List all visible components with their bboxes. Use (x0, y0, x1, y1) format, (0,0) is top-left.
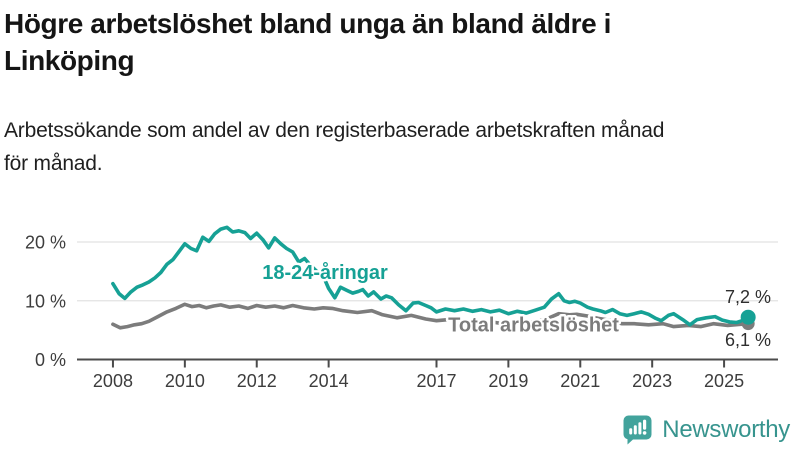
series-line-youth (111, 225, 751, 327)
bar-chart-speech-bubble-icon (623, 415, 652, 445)
x-tick-label: 2017 (416, 371, 456, 391)
x-tick-label: 2012 (237, 371, 277, 391)
x-tick-label: 2021 (560, 371, 600, 391)
subtitle-line-2: för månad. (4, 152, 103, 175)
subtitle-line-1: Arbetssökande som andel av den registerb… (4, 119, 665, 142)
newsworthy-brand[interactable]: Newsworthy (622, 414, 790, 446)
unemployment-line-chart: 0 % 10 % 20 % 2008 2010 2012 2014 2017 2019 2021 2… (25, 225, 778, 391)
x-tick-label: 2008 (93, 371, 133, 391)
x-tick-label: 2014 (309, 371, 349, 391)
title-line-2: Linköping (4, 45, 135, 76)
chart-subtitle: Arbetssökande som andel av den registerb… (4, 114, 794, 180)
y-tick-label: 20 % (25, 233, 66, 253)
x-tick-label: 2025 (704, 371, 744, 391)
brand-name: Newsworthy (662, 416, 790, 443)
end-value-label-youth: 7,2 % (725, 287, 771, 307)
series-line-total (111, 302, 751, 330)
y-tick-label: 10 % (25, 291, 66, 311)
x-tick-label: 2019 (488, 371, 528, 391)
title-line-1: Högre arbetslöshet bland unga än bland ä… (4, 8, 612, 39)
series-label-youth: 18-24-åringar (262, 261, 388, 284)
series-label-total: Total arbetslöshet (448, 314, 619, 336)
x-tick-label: 2010 (165, 371, 205, 391)
x-tick-label: 2023 (632, 371, 672, 391)
y-tick-label: 0 % (35, 350, 66, 370)
end-dot-youth (740, 309, 756, 325)
end-value-label-total: 6,1 % (725, 330, 771, 350)
page-title: Högre arbetslöshet bland unga än bland ä… (4, 5, 794, 79)
